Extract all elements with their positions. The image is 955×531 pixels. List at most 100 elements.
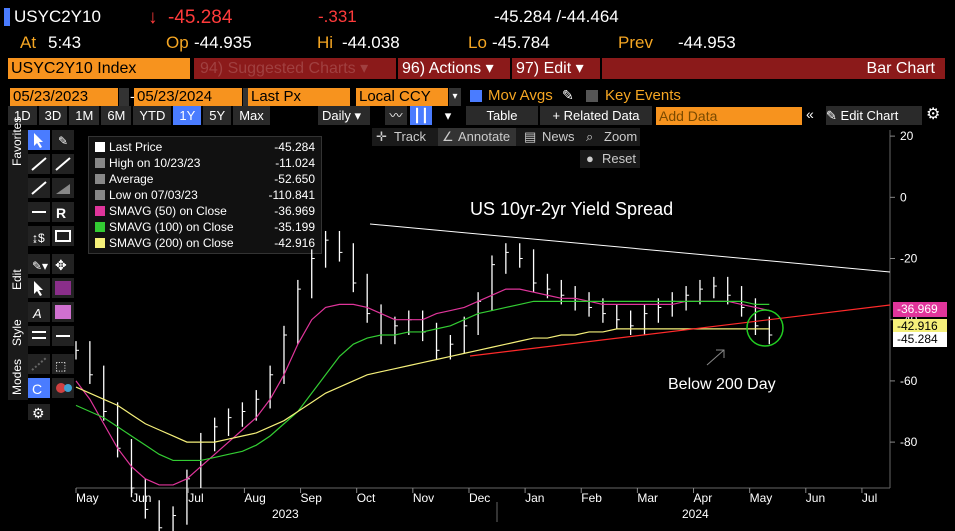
x-tick-label: Jan bbox=[525, 491, 544, 505]
prev: -44.953 bbox=[678, 33, 736, 52]
chevron-down-icon: ▾ bbox=[485, 60, 494, 77]
reset-label: Reset bbox=[602, 151, 636, 166]
end-date-input[interactable]: 05/23/2024 bbox=[134, 88, 242, 106]
legend-value: -11.024 bbox=[275, 156, 315, 170]
high-label: Hi bbox=[317, 33, 334, 52]
period-tab-6m[interactable]: 6M bbox=[101, 106, 132, 125]
edit-chart-button[interactable]: ✎ Edit Chart bbox=[826, 106, 922, 125]
annotate-label: Annotate bbox=[458, 129, 511, 144]
gear-icon[interactable]: ⚙ bbox=[926, 106, 941, 123]
chart-legend: Last Price -45.284 High on 10/23/23 -11.024… bbox=[88, 136, 322, 254]
track-button[interactable]: Track bbox=[394, 129, 427, 144]
open: -44.935 bbox=[194, 33, 252, 52]
svg-text:↨$: ↨$ bbox=[32, 231, 45, 245]
ticker-marker bbox=[4, 8, 10, 26]
high: -44.038 bbox=[342, 33, 400, 52]
period-tab-ytd[interactable]: YTD bbox=[133, 106, 172, 125]
edit-chart-label: Edit Chart bbox=[840, 108, 899, 123]
legend-swatch bbox=[95, 158, 105, 168]
series-line-smavg-200- bbox=[75, 328, 770, 443]
start-date-input[interactable]: 05/23/2023 bbox=[10, 88, 118, 106]
svg-text:R: R bbox=[56, 205, 66, 221]
period-tab-5y[interactable]: 5Y bbox=[203, 106, 232, 125]
series-line-smavg-100- bbox=[75, 300, 770, 462]
chevron-down-icon[interactable]: ▾ bbox=[444, 108, 452, 123]
support-trendline bbox=[469, 304, 891, 357]
calendar-icon[interactable] bbox=[119, 88, 129, 106]
track-icon[interactable]: ✛ bbox=[376, 129, 387, 144]
highlight-circle bbox=[746, 309, 784, 347]
annotate-button[interactable] bbox=[438, 128, 516, 146]
line-chart-icon[interactable]: 〰 bbox=[385, 106, 407, 125]
key-events-label: Key Events bbox=[605, 87, 681, 104]
chevron-down-icon: ▾ bbox=[360, 60, 369, 77]
legend-label: Last Price bbox=[109, 140, 163, 154]
field-select[interactable]: Last Px bbox=[248, 88, 350, 106]
security-field[interactable]: USYC2Y10 Index bbox=[8, 58, 190, 79]
x-tick-label: Mar bbox=[637, 491, 658, 505]
legend-swatch bbox=[95, 222, 105, 232]
legend-row: Low on 07/03/23 -110.841 bbox=[95, 187, 315, 203]
legend-row: SMAVG (50) on Close -36.969 bbox=[95, 203, 315, 219]
y-tick-label: -60 bbox=[900, 374, 918, 388]
edit-label: 97) Edit bbox=[516, 60, 572, 77]
actions-menu[interactable]: 96) Actions ▾ bbox=[398, 58, 510, 79]
y-tick-label: -80 bbox=[900, 435, 918, 449]
date-separator: - bbox=[130, 88, 135, 104]
annotate-icon: ∠ bbox=[442, 129, 454, 144]
legend-value: -52.650 bbox=[274, 172, 315, 186]
legend-swatch bbox=[95, 238, 105, 248]
reset-button[interactable]: ● Reset bbox=[580, 150, 640, 168]
legend-swatch bbox=[95, 174, 105, 184]
reset-icon: ● bbox=[586, 151, 594, 166]
chart-tools-bar: ✛ Track ∠ Annotate ▤ News ⌕ Zoom bbox=[372, 128, 640, 146]
prev-label: Prev bbox=[618, 33, 653, 52]
chart-type[interactable]: Bar Chart bbox=[602, 58, 945, 79]
annotation-arrow bbox=[706, 349, 725, 366]
value-tag: -36.969 bbox=[893, 302, 947, 318]
zoom-icon[interactable]: ⌕ bbox=[586, 129, 594, 144]
legend-value: -42.916 bbox=[274, 236, 315, 250]
mov-avgs-label: Mov Avgs bbox=[488, 87, 553, 104]
value-tag: -42.916 bbox=[893, 318, 947, 334]
period-tab-1y[interactable]: 1Y bbox=[173, 106, 202, 125]
ticker: USYC2Y10 bbox=[14, 7, 101, 26]
chevron-down-icon[interactable]: ▾ bbox=[449, 88, 461, 106]
add-data-input[interactable]: Add Data bbox=[656, 107, 802, 125]
legend-label: Average bbox=[109, 172, 154, 186]
collapse-icon[interactable]: « bbox=[806, 106, 814, 122]
x-tick-label: Apr bbox=[694, 491, 713, 505]
period-tabs: 1D 3D 1M 6M YTD 1Y 5Y Max bbox=[8, 106, 270, 126]
legend-label: SMAVG (50) on Close bbox=[109, 204, 227, 218]
zoom-button[interactable]: Zoom bbox=[604, 129, 638, 144]
x-tick-label: Jul bbox=[862, 491, 877, 505]
frequency-select[interactable]: Daily ▾ bbox=[318, 106, 370, 125]
arrowhead-icon bbox=[716, 349, 725, 358]
y-tick-label: -20 bbox=[900, 252, 918, 266]
year-label-2024: 2024 bbox=[682, 507, 709, 521]
change: -.331 bbox=[318, 7, 357, 26]
period-tab-1m[interactable]: 1M bbox=[69, 106, 100, 125]
period-tab-3d[interactable]: 3D bbox=[38, 106, 68, 125]
tool-icons: ✎ R ↨$ ✎▾ ✥ A ⬚ C ⚙ bbox=[28, 130, 74, 422]
suggested-charts-menu[interactable]: 94) Suggested Charts ▾ bbox=[194, 58, 396, 79]
svg-text:✥: ✥ bbox=[55, 257, 67, 273]
svg-text:⚙: ⚙ bbox=[32, 405, 45, 420]
mov-avgs-checkbox[interactable] bbox=[470, 90, 482, 102]
related-data-button[interactable]: + Related Data bbox=[540, 106, 652, 125]
currency-select[interactable]: Local CCY bbox=[356, 88, 448, 106]
news-button[interactable]: News bbox=[542, 129, 575, 144]
table-button[interactable]: Table bbox=[466, 106, 538, 125]
legend-value: -110.841 bbox=[268, 188, 315, 202]
pencil-icon[interactable]: ✎ bbox=[562, 87, 574, 103]
legend-value: -45.284 bbox=[274, 140, 315, 154]
key-events-checkbox[interactable] bbox=[586, 90, 598, 102]
period-tab-max[interactable]: Max bbox=[233, 106, 270, 125]
legend-label: High on 10/23/23 bbox=[109, 156, 201, 170]
open-label: Op bbox=[166, 33, 189, 52]
news-icon[interactable]: ▤ bbox=[524, 129, 537, 144]
edit-menu[interactable]: 97) Edit ▾ bbox=[512, 58, 600, 79]
period-tab-1d[interactable]: 1D bbox=[8, 106, 37, 125]
chart-title: US 10yr-2yr Yield Spread bbox=[470, 199, 673, 219]
bar-chart-icon[interactable]: ┃┃ bbox=[410, 106, 432, 125]
